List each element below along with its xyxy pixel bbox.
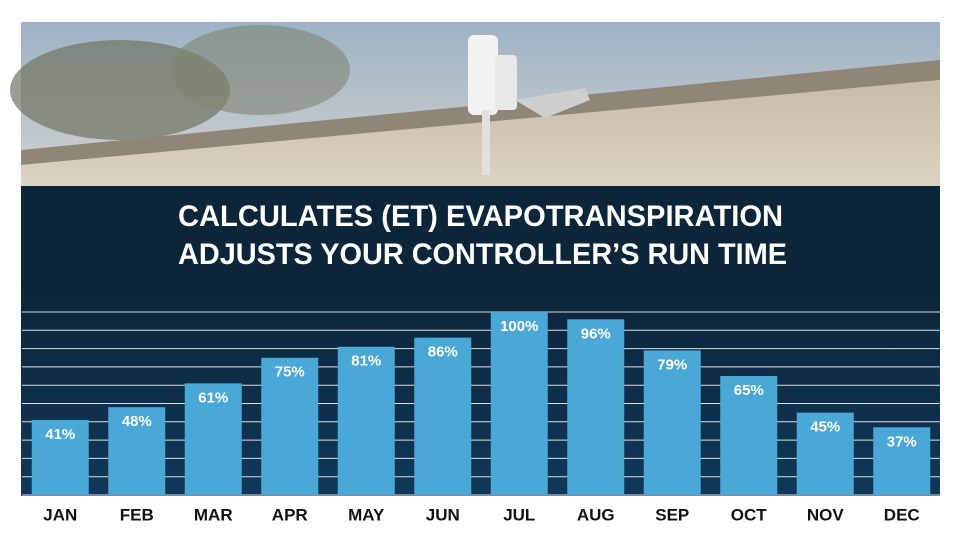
- bar: [31, 419, 89, 495]
- title-line: ADJUSTS YOUR CONTROLLER’S RUN TIME: [178, 238, 787, 271]
- x-tick-label: AUG: [577, 505, 615, 524]
- x-tick-label: JAN: [43, 505, 77, 524]
- bar: [873, 427, 931, 495]
- bar: [414, 337, 472, 495]
- bar: [184, 383, 242, 495]
- value-label: 81%: [351, 353, 381, 370]
- x-tick-label: FEB: [120, 505, 154, 524]
- value-label: 79%: [657, 356, 687, 373]
- x-tick-label: MAR: [194, 505, 233, 524]
- value-label: 37%: [887, 433, 917, 450]
- x-tick-label: SEP: [655, 505, 689, 524]
- plot-area: [21, 281, 940, 496]
- x-tick-label: MAY: [348, 505, 385, 524]
- photo: [10, 22, 940, 186]
- bar: [490, 312, 548, 495]
- value-label: 65%: [734, 382, 764, 399]
- title-line: CALCULATES (ET) EVAPOTRANSPIRATION: [178, 200, 783, 233]
- x-tick-label: NOV: [807, 505, 845, 524]
- x-tick-label: APR: [272, 505, 308, 524]
- value-label: 41%: [45, 426, 75, 443]
- x-tick-label: JUN: [426, 505, 460, 524]
- value-label: 100%: [500, 318, 538, 335]
- value-label: 45%: [810, 419, 840, 436]
- bar: [261, 357, 319, 495]
- bar: [643, 350, 701, 495]
- value-label: 75%: [275, 364, 305, 381]
- bar: [337, 346, 395, 495]
- value-label: 48%: [122, 413, 152, 430]
- value-label: 61%: [198, 389, 228, 406]
- title-banner: [21, 186, 940, 281]
- bar: [567, 319, 625, 495]
- x-tick-label: OCT: [731, 505, 768, 524]
- bar: [720, 376, 778, 495]
- bar: [108, 407, 166, 495]
- x-tick-label: DEC: [884, 505, 920, 524]
- bar: [796, 412, 854, 495]
- value-label: 96%: [581, 325, 611, 342]
- x-tick-label: JUL: [503, 505, 535, 524]
- value-label: 86%: [428, 344, 458, 361]
